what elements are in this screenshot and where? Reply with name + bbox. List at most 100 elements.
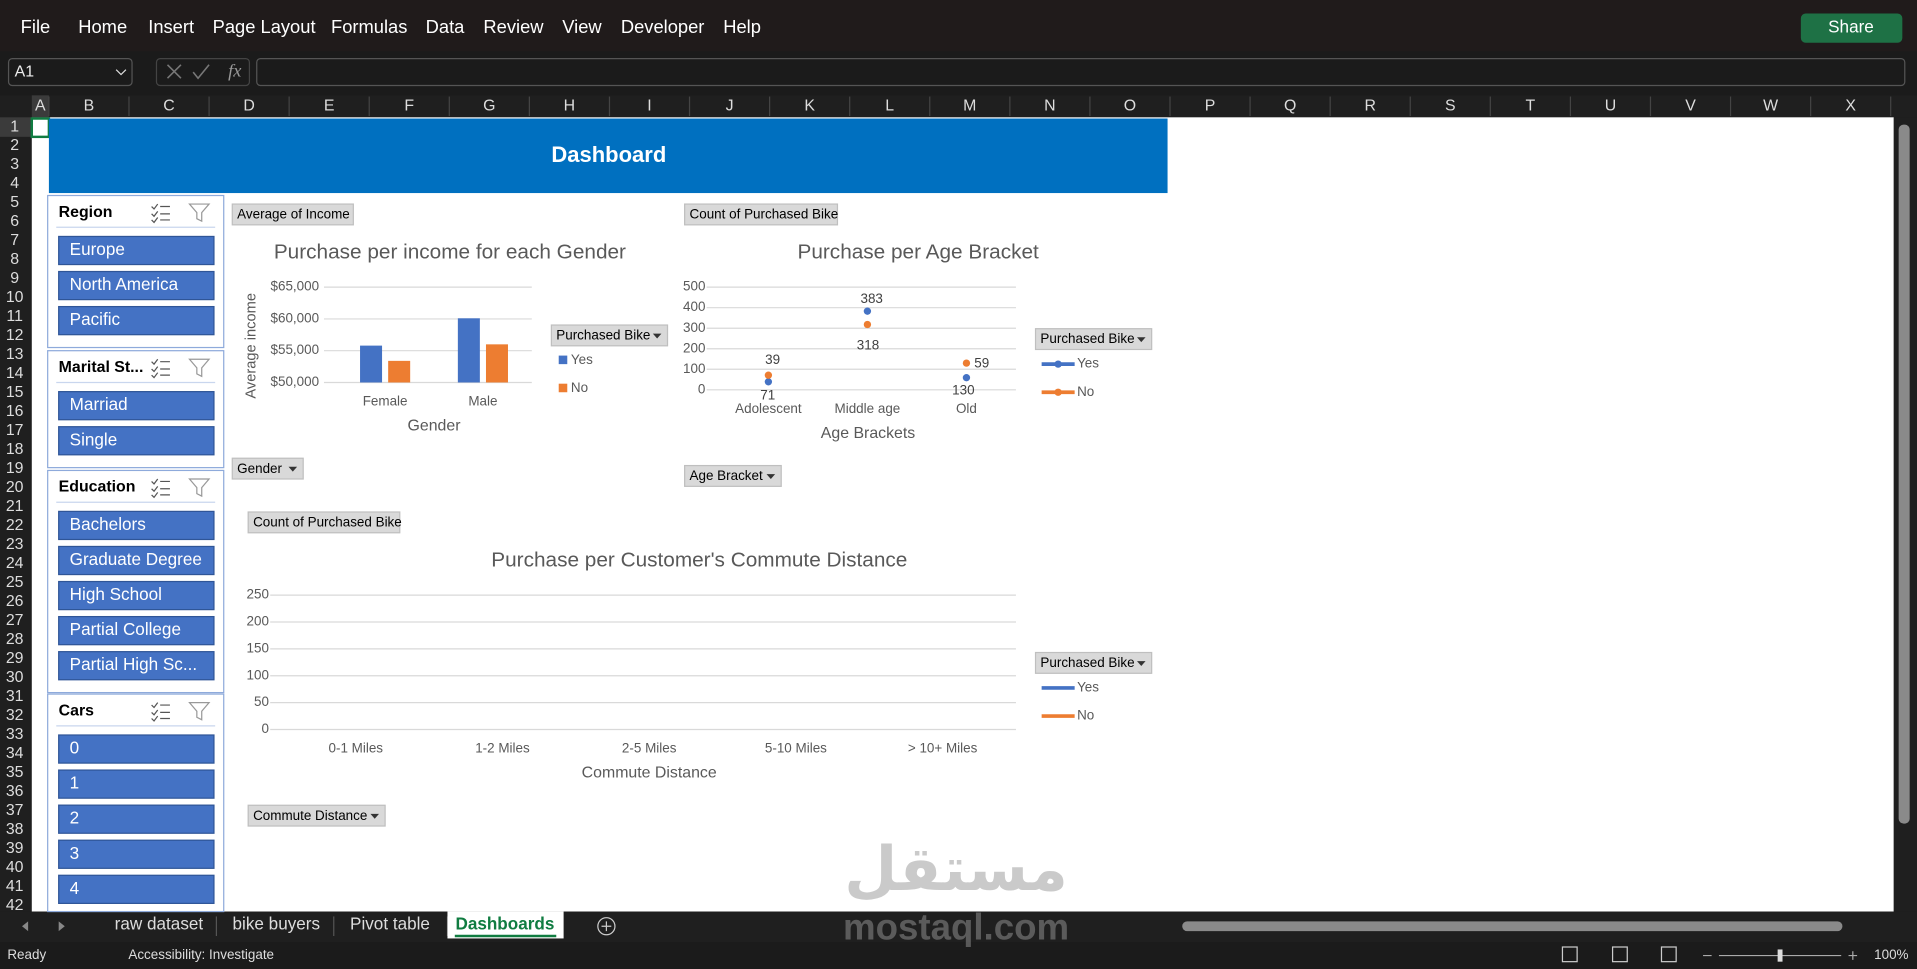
row-header[interactable]: 14 (6, 365, 24, 382)
zoom-thumb[interactable] (1777, 949, 1783, 962)
slicer-item-label[interactable]: North America (70, 275, 179, 294)
enter-icon[interactable] (192, 64, 210, 80)
column-header[interactable]: G (483, 97, 495, 114)
axis-field-button-label[interactable]: Age Bracket (690, 468, 763, 483)
row-header[interactable]: 26 (6, 593, 24, 610)
column-header[interactable]: C (163, 97, 174, 114)
sheet-tab[interactable]: Dashboards (455, 915, 554, 934)
column-header[interactable]: N (1044, 97, 1055, 114)
column-header[interactable]: O (1124, 97, 1136, 114)
sheet-tab[interactable]: bike buyers (233, 915, 321, 934)
column-header[interactable]: B (84, 97, 95, 114)
share-label[interactable]: Share (1828, 18, 1874, 37)
menu-item[interactable]: Page Layout (213, 16, 316, 37)
row-header[interactable]: 15 (6, 384, 24, 401)
value-field-button[interactable] (231, 203, 354, 226)
row-header[interactable]: 29 (6, 650, 24, 667)
multi-select-icon[interactable] (151, 203, 170, 224)
menu-item[interactable]: Formulas (331, 16, 407, 37)
axis-field-button[interactable] (684, 464, 782, 487)
axis-field-button-label[interactable]: Commute Distance (253, 808, 367, 823)
row-header[interactable]: 24 (6, 555, 24, 572)
axis-field-button[interactable] (247, 804, 386, 827)
row-header[interactable]: 42 (6, 897, 24, 914)
axis-field-button-label[interactable]: Gender (237, 461, 282, 476)
row-header[interactable]: 2 (10, 137, 19, 154)
column-header[interactable]: P (1205, 97, 1216, 114)
row-header[interactable]: 21 (6, 498, 24, 515)
slicer-item[interactable] (58, 580, 215, 611)
row-header[interactable]: 6 (10, 213, 19, 230)
row-header[interactable]: 40 (6, 859, 24, 876)
normal-view-icon[interactable] (1561, 946, 1578, 963)
column-header[interactable]: I (647, 97, 651, 114)
slicer-item[interactable] (58, 874, 215, 904)
page-break-icon[interactable] (1660, 946, 1677, 963)
row-header[interactable]: 12 (6, 327, 24, 344)
slicer-item[interactable] (58, 391, 215, 421)
value-field-button[interactable] (684, 203, 839, 226)
slicer-item-label[interactable]: 4 (70, 879, 80, 898)
column-header[interactable]: V (1685, 97, 1696, 114)
column-header[interactable]: U (1605, 97, 1616, 114)
row-header[interactable]: 23 (6, 536, 24, 553)
column-header[interactable]: W (1763, 97, 1778, 114)
legend-field-button[interactable] (1034, 651, 1153, 674)
row-header[interactable]: 1 (10, 118, 19, 135)
slicer-item-label[interactable]: 2 (70, 809, 80, 828)
menu-item[interactable]: Data (426, 16, 466, 37)
row-header[interactable]: 34 (6, 745, 24, 762)
add-sheet-button[interactable] (597, 917, 616, 936)
row-header[interactable]: 25 (6, 574, 24, 591)
slicer-item[interactable] (58, 804, 215, 834)
slicer-item-label[interactable]: Single (70, 430, 118, 449)
menu-item[interactable]: File (21, 16, 51, 37)
formula-input[interactable] (256, 58, 1906, 87)
menu-item[interactable]: Review (483, 16, 544, 37)
column-header[interactable]: Q (1284, 97, 1296, 114)
axis-field-button[interactable] (231, 457, 304, 480)
column-header[interactable]: F (404, 97, 414, 114)
slicer-item[interactable] (58, 615, 215, 646)
slicer-item-label[interactable]: 0 (70, 739, 80, 758)
column-header[interactable]: X (1845, 97, 1856, 114)
row-header[interactable]: 9 (10, 270, 19, 287)
menu-item[interactable]: Help (723, 16, 761, 37)
menu-item[interactable]: Insert (148, 16, 194, 37)
active-tab[interactable] (447, 911, 564, 939)
row-header[interactable]: 30 (6, 669, 24, 686)
column-header[interactable]: J (726, 97, 734, 114)
column-header[interactable]: L (885, 97, 894, 114)
row-header[interactable]: 22 (6, 517, 24, 534)
row-header[interactable]: 8 (10, 251, 19, 268)
row-header[interactable]: 35 (6, 764, 24, 781)
column-header[interactable]: H (564, 97, 575, 114)
slicer-item-label[interactable]: Marriad (70, 395, 128, 414)
name-box[interactable] (7, 58, 133, 87)
slicer-item[interactable] (58, 734, 215, 764)
slicer-item[interactable] (58, 305, 215, 336)
clear-filter-icon[interactable] (188, 478, 211, 498)
row-header[interactable]: 4 (10, 175, 19, 192)
status-accessibility[interactable]: Accessibility: Investigate (128, 947, 274, 962)
menu-item[interactable]: Home (78, 16, 127, 37)
clear-filter-icon[interactable] (188, 702, 211, 721)
value-field-button-label[interactable]: Average of Income (237, 207, 350, 222)
row-header[interactable]: 18 (6, 441, 24, 458)
row-header[interactable]: 31 (6, 688, 24, 705)
column-header[interactable]: R (1364, 97, 1375, 114)
scroll-thumb[interactable] (1898, 124, 1910, 824)
share-button[interactable] (1800, 13, 1903, 43)
value-field-button[interactable] (247, 511, 401, 534)
sheet-tab[interactable]: Pivot table (350, 915, 430, 934)
row-header[interactable]: 36 (6, 783, 24, 800)
column-header[interactable]: M (963, 97, 976, 114)
row-header[interactable]: 7 (10, 232, 19, 249)
slicer-item-label[interactable]: Partial College (70, 620, 181, 639)
clear-filter-icon[interactable] (188, 203, 211, 223)
function-icon[interactable]: fx (228, 60, 241, 80)
slicer-item[interactable] (58, 426, 215, 456)
row-header[interactable]: 38 (6, 821, 24, 838)
row-header[interactable]: 13 (6, 346, 24, 363)
value-field-button-label[interactable]: Count of Purchased Bike (253, 515, 402, 530)
